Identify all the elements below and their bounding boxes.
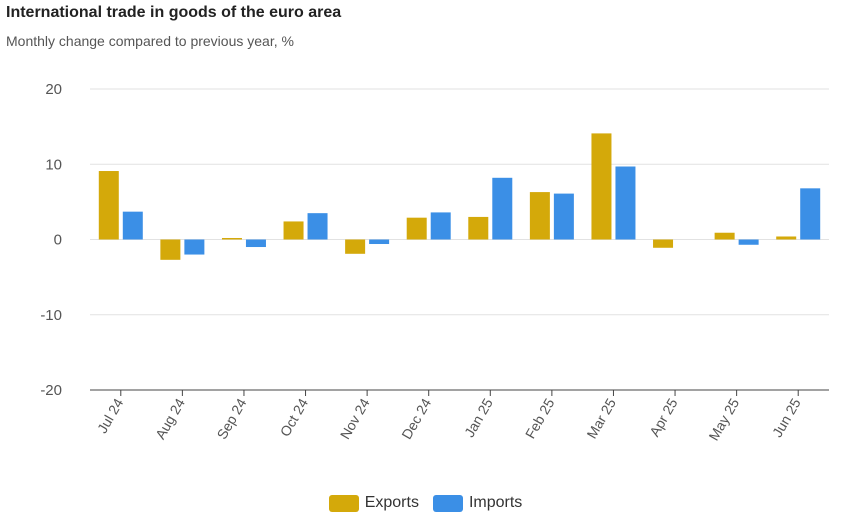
y-tick-label: 20 (45, 81, 62, 98)
x-tick-label: Mar 25 (583, 395, 619, 441)
x-tick-label: Feb 25 (522, 395, 558, 441)
chart-title: International trade in goods of the euro… (6, 4, 342, 21)
bar-exports (221, 237, 242, 240)
x-tick-label: Oct 24 (277, 395, 312, 439)
bar-imports (245, 239, 266, 248)
bar-exports (98, 171, 119, 240)
bar-exports (283, 221, 304, 240)
y-tick-label: 10 (45, 156, 62, 173)
y-tick-label: -10 (40, 307, 62, 324)
bar-exports (468, 216, 489, 240)
bar-imports (800, 188, 821, 240)
bar-exports (714, 232, 735, 240)
x-tick-label: Jul 24 (94, 395, 127, 436)
legend-label-imports: Imports (468, 494, 523, 511)
legend-item-exports[interactable]: Exports (328, 494, 419, 512)
y-tick-label: 0 (54, 232, 62, 249)
legend-label-exports: Exports (364, 494, 419, 511)
bar-exports (160, 239, 181, 260)
bar-imports (122, 211, 143, 240)
legend-swatch-exports (328, 494, 359, 512)
legend: Exports Imports (0, 494, 851, 512)
bar-imports (307, 213, 328, 240)
legend-item-imports[interactable]: Imports (432, 494, 523, 512)
bar-imports (369, 239, 390, 245)
x-tick-label: May 25 (705, 395, 742, 443)
x-tick-label: Dec 24 (398, 395, 434, 442)
bar-imports (553, 193, 574, 240)
bar-exports (406, 217, 427, 240)
chart-subtitle: Monthly change compared to previous year… (6, 33, 294, 49)
bar-exports (653, 239, 674, 248)
x-tick-label: Nov 24 (337, 395, 373, 442)
x-tick-label: Aug 24 (152, 395, 188, 442)
bar-imports (184, 239, 205, 255)
bar-exports (591, 133, 612, 240)
bar-exports (345, 239, 366, 254)
bar-imports (492, 177, 513, 240)
x-tick-label: Sep 24 (214, 395, 250, 442)
x-tick-label: Apr 25 (646, 395, 681, 439)
y-tick-label: -20 (40, 382, 62, 399)
x-tick-label: Jun 25 (769, 395, 804, 440)
bar-imports (615, 166, 636, 240)
bar-exports (529, 192, 550, 240)
legend-swatch-imports (432, 494, 463, 512)
x-tick-label: Jan 25 (461, 395, 496, 440)
bar-imports (430, 212, 451, 240)
bar-exports (776, 236, 797, 240)
bar-imports (738, 239, 759, 245)
bar-chart: 20 10 0 -10 -20 Jul 24 Aug 24 Sep 24 Oct 24 Nov 2… (40, 81, 829, 443)
